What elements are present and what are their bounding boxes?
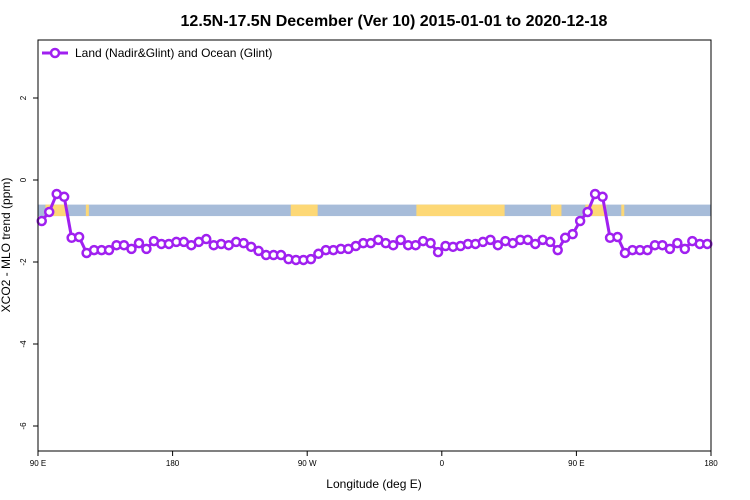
y-axis-label: XCO2 - MLO trend (ppm) <box>0 178 13 313</box>
legend: Land (Nadir&Glint) and Ocean (Glint) <box>42 46 272 60</box>
data-point <box>672 237 683 249</box>
data-point <box>103 244 115 256</box>
land-band <box>621 204 625 217</box>
legend-marker <box>49 47 61 59</box>
data-point <box>664 243 676 255</box>
data-point <box>702 238 713 250</box>
data-point <box>126 243 137 255</box>
data-point <box>679 243 691 255</box>
x-axis-label: Longitude (deg E) <box>326 477 421 491</box>
y-tick-label: -2 <box>19 258 28 266</box>
y-axis: 2 0 -2 -4 -6 <box>19 95 38 430</box>
data-point <box>492 239 504 251</box>
data-point <box>275 249 287 261</box>
land-band <box>550 204 562 217</box>
data-point <box>201 233 212 245</box>
chart-title: 12.5N-17.5N December (Ver 10) 2015-01-01… <box>181 13 608 30</box>
land-band <box>45 204 68 217</box>
data-point <box>432 246 444 258</box>
data-point <box>530 238 541 250</box>
data-point <box>253 245 264 257</box>
data-point <box>425 237 436 249</box>
data-point <box>485 234 496 246</box>
data-point <box>574 215 586 227</box>
data-point <box>73 231 85 243</box>
data-point <box>567 228 578 240</box>
data-point <box>58 191 70 203</box>
data-point <box>43 206 55 218</box>
x-tick-label: 0 <box>440 459 445 468</box>
data-point <box>141 243 152 255</box>
data-point <box>544 236 556 248</box>
ocean-band <box>38 204 711 217</box>
x-tick-label: 90 E <box>568 459 584 468</box>
data-point <box>582 206 593 218</box>
data-point <box>36 215 47 227</box>
data-point <box>410 239 421 251</box>
y-tick-label: -4 <box>19 340 28 348</box>
y-tick-label: 0 <box>19 177 28 182</box>
y-tick-label: 2 <box>19 95 28 100</box>
series-line <box>36 188 713 266</box>
x-tick-label: 90 E <box>30 459 46 468</box>
land-band <box>290 204 318 217</box>
data-point <box>642 244 653 256</box>
y-tick-label: -6 <box>19 422 28 430</box>
data-point <box>133 237 145 249</box>
x-tick-label: 180 <box>704 459 718 468</box>
data-point <box>387 239 399 251</box>
plot-frame <box>37 39 712 452</box>
data-point <box>597 191 608 203</box>
data-point <box>395 234 406 246</box>
x-tick-label: 90 W <box>298 459 317 468</box>
x-tick-label: 180 <box>166 459 180 468</box>
data-point <box>305 253 317 265</box>
x-axis: 90 E 180 90 W 0 90 E 180 <box>30 451 718 468</box>
data-point <box>612 231 623 243</box>
data-point <box>245 241 257 253</box>
data-point <box>522 234 534 246</box>
land-band <box>585 204 607 217</box>
land-band <box>85 204 89 217</box>
land-band <box>416 204 505 217</box>
data-point <box>552 244 563 256</box>
surface-strip <box>38 204 711 217</box>
legend-label: Land (Nadir&Glint) and Ocean (Glint) <box>75 46 272 60</box>
